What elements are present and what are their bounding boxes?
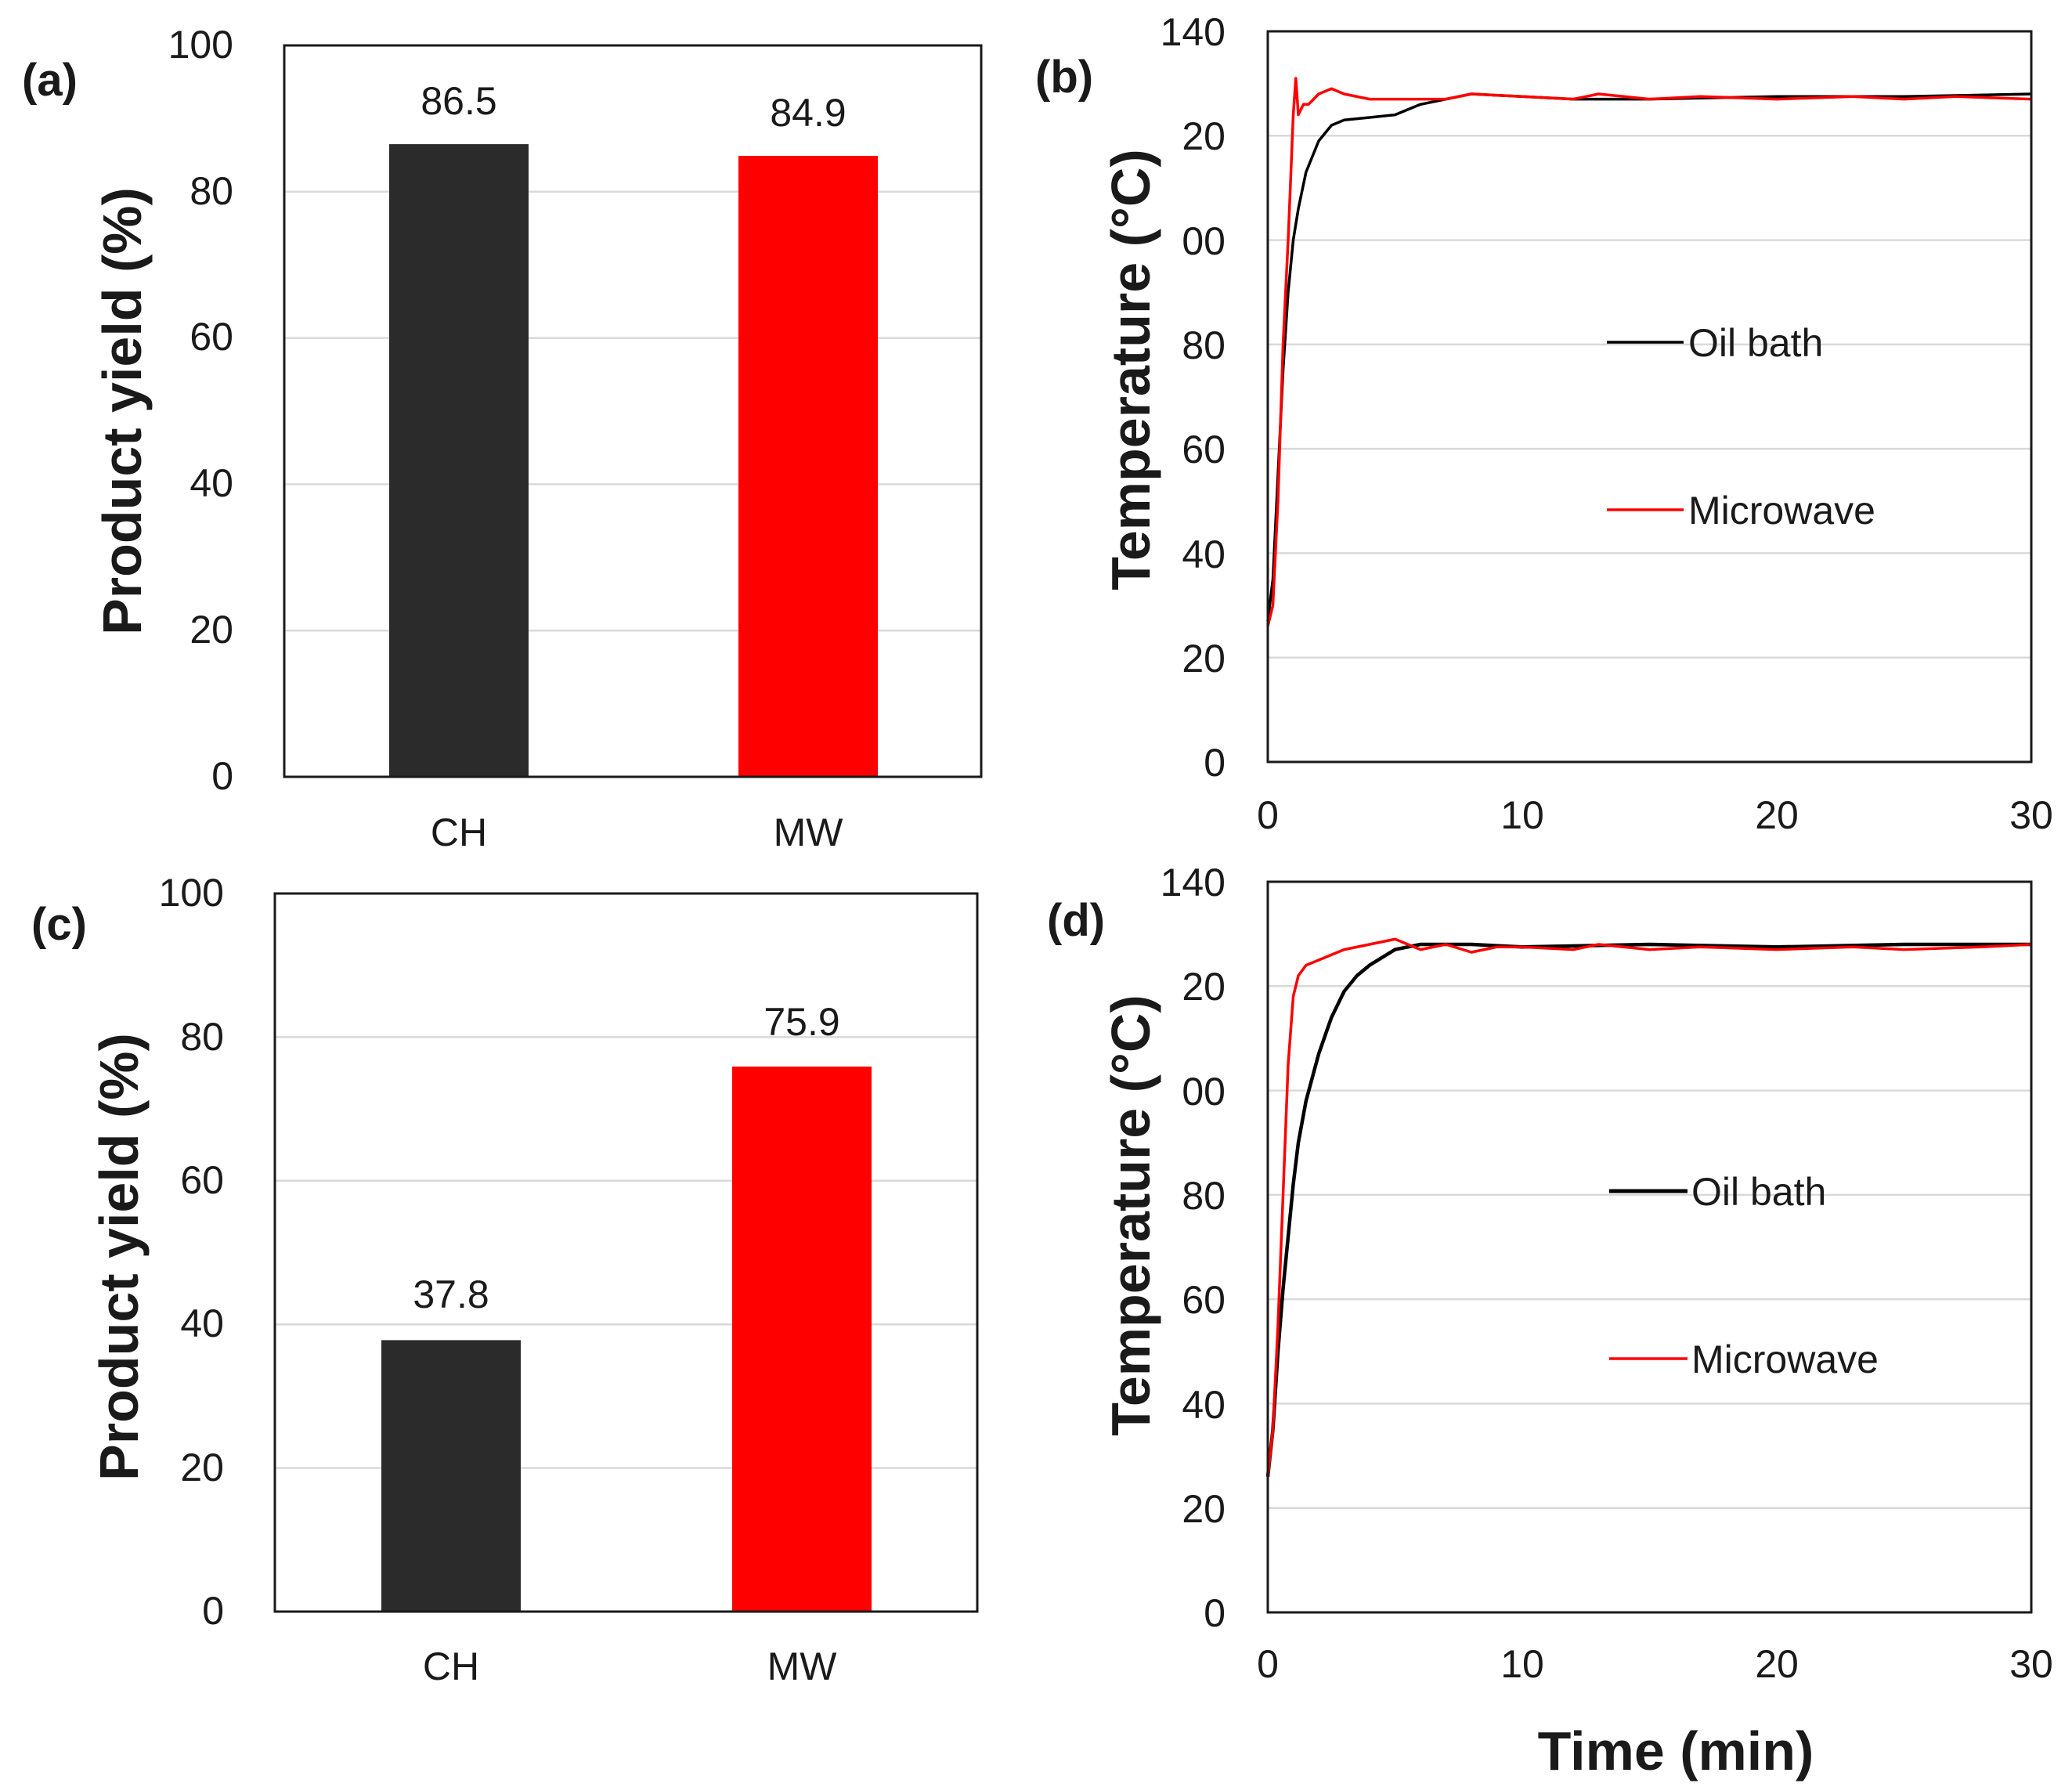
panel-c-xtick-mw: MW bbox=[767, 1644, 838, 1688]
panel-b-legend-oil-bath: Oil bath bbox=[1688, 321, 1823, 365]
panel-c-xtick-ch: CH bbox=[423, 1644, 479, 1688]
panel-c-bar-mw bbox=[732, 1066, 872, 1612]
panel-d-legend-microwave: Microwave bbox=[1691, 1338, 1879, 1381]
panel-d-ytick: 20 bbox=[1182, 1487, 1226, 1531]
panel-c-ytick: 20 bbox=[180, 1446, 224, 1489]
panel-b-ytick: 0 bbox=[1204, 741, 1226, 785]
panel-c-ytick: 100 bbox=[159, 871, 224, 915]
panel-d-plot-frame bbox=[1266, 880, 2033, 1614]
panel-c-bar-ch bbox=[381, 1340, 521, 1612]
panel-d-ytick: 40 bbox=[1182, 1383, 1226, 1427]
panel-b-ytick: 20 bbox=[1182, 637, 1226, 681]
panel-a-xtick-ch: CH bbox=[431, 810, 487, 854]
panel-c-ytick: 0 bbox=[202, 1589, 224, 1633]
panel-c-data-labels: 37.8 75.9 bbox=[413, 1000, 839, 1316]
panel-d-label: (d) bbox=[1047, 895, 1105, 946]
panel-b-legend-microwave: Microwave bbox=[1688, 489, 1875, 532]
panel-a-y-ticks: 0 20 40 60 80 100 bbox=[168, 23, 233, 798]
panel-c-ytick: 40 bbox=[180, 1301, 224, 1345]
panel-b-xtick: 10 bbox=[1500, 793, 1544, 837]
panel-c-plot-frame bbox=[273, 892, 979, 1613]
panel-a-y-axis-title: Product yield (%) bbox=[92, 187, 153, 635]
panel-d-y-axis-title: Temperature (°C) bbox=[1100, 995, 1161, 1435]
panel-b-series-oil-bath bbox=[1266, 92, 2032, 622]
panel-c-bars bbox=[381, 1066, 872, 1612]
panel-b-ytick: 20 bbox=[1182, 114, 1226, 158]
panel-d-xtick: 10 bbox=[1500, 1642, 1544, 1686]
panel-b-series-lines bbox=[1266, 77, 2032, 627]
panel-d-x-axis-title: Time (min) bbox=[1538, 1720, 1814, 1782]
panel-d-y-ticks: 0 20 40 60 80 00 20 140 bbox=[1161, 861, 1226, 1635]
panel-b-ytick: 140 bbox=[1161, 10, 1226, 54]
panel-a-ytick: 20 bbox=[190, 608, 233, 652]
panel-b-legend: Oil bath Microwave bbox=[1607, 321, 1875, 532]
panel-c-ytick: 80 bbox=[180, 1015, 224, 1059]
panel-b-line-chart: (b) 0 20 40 60 80 00 20 140 0 10 20 30 T… bbox=[1035, 10, 2053, 837]
panel-a-ytick: 100 bbox=[168, 23, 233, 67]
panel-b-ytick: 80 bbox=[1182, 323, 1226, 367]
panel-a-bars bbox=[389, 144, 878, 778]
panel-b-x-ticks: 0 10 20 30 bbox=[1257, 793, 2053, 837]
panel-a-plot-frame bbox=[283, 44, 983, 778]
panel-d-legend: Oil bath Microwave bbox=[1609, 1170, 1879, 1381]
panel-b-plot-frame bbox=[1266, 30, 2033, 764]
panel-a-ytick: 40 bbox=[190, 461, 233, 505]
panel-b-gridlines bbox=[1268, 135, 2031, 659]
panel-d-ytick: 80 bbox=[1182, 1174, 1226, 1218]
panel-a-ytick: 60 bbox=[190, 315, 233, 359]
panel-c-y-axis-title: Product yield (%) bbox=[88, 1033, 150, 1481]
panel-d-xtick: 20 bbox=[1755, 1642, 1799, 1686]
panel-c-gridlines bbox=[275, 1036, 977, 1469]
panel-c-label: (c) bbox=[31, 899, 87, 950]
panel-b-y-axis-title: Temperature (°C) bbox=[1100, 149, 1161, 590]
panel-a-bar-chart: (a) 0 20 40 60 80 100 CH MW 86.5 84.9 Pr… bbox=[22, 23, 983, 854]
panel-b-xtick: 30 bbox=[2009, 793, 2053, 837]
panel-d-gridlines bbox=[1268, 985, 2031, 1509]
panel-b-ytick: 00 bbox=[1182, 219, 1226, 263]
panel-c-data-label-ch: 37.8 bbox=[413, 1273, 489, 1316]
panel-b-xtick: 20 bbox=[1755, 793, 1799, 837]
panel-d-series-microwave bbox=[1266, 937, 2032, 1477]
panel-a-data-label-mw: 84.9 bbox=[770, 91, 846, 135]
panel-d-xtick: 30 bbox=[2009, 1642, 2053, 1686]
panel-d-line-chart: (d) 0 20 40 60 80 00 20 140 0 10 20 30 T… bbox=[1047, 861, 2053, 1782]
panel-d-ytick: 0 bbox=[1204, 1591, 1226, 1635]
panel-b-ytick: 60 bbox=[1182, 428, 1226, 471]
panel-b-label: (b) bbox=[1035, 52, 1093, 103]
panel-d-x-ticks: 0 10 20 30 bbox=[1257, 1642, 2053, 1686]
panel-a-x-ticks: CH MW bbox=[431, 810, 843, 854]
panel-d-series-oil-bath bbox=[1265, 942, 2031, 1477]
panel-a-label: (a) bbox=[22, 55, 78, 106]
panel-a-bar-mw bbox=[738, 156, 878, 777]
panel-a-data-labels: 86.5 84.9 bbox=[421, 79, 846, 135]
panel-d-ytick: 20 bbox=[1182, 965, 1226, 1009]
panel-b-series-microwave bbox=[1266, 77, 2032, 627]
panel-d-ytick: 60 bbox=[1182, 1278, 1226, 1322]
panel-a-xtick-mw: MW bbox=[774, 810, 844, 854]
panel-a-data-label-ch: 86.5 bbox=[421, 79, 496, 123]
panel-a-ytick: 0 bbox=[211, 754, 233, 798]
panel-b-ytick: 40 bbox=[1182, 532, 1226, 576]
panel-a-ytick: 80 bbox=[190, 169, 233, 213]
panel-c-ytick: 60 bbox=[180, 1158, 224, 1202]
panel-a-bar-ch bbox=[389, 144, 529, 778]
panel-d-legend-oil-bath: Oil bath bbox=[1691, 1170, 1826, 1214]
panel-b-y-ticks: 0 20 40 60 80 00 20 140 bbox=[1161, 10, 1226, 785]
panel-b-xtick: 0 bbox=[1257, 793, 1279, 837]
panel-d-ytick: 00 bbox=[1182, 1070, 1226, 1114]
panel-c-y-ticks: 0 20 40 60 80 100 bbox=[159, 871, 224, 1633]
panel-d-ytick: 140 bbox=[1161, 861, 1226, 904]
panel-c-bar-chart: (c) 0 20 40 60 80 100 CH MW 37.8 75.9 Pr… bbox=[31, 871, 979, 1688]
panel-d-xtick: 0 bbox=[1257, 1642, 1279, 1686]
panel-c-x-ticks: CH MW bbox=[423, 1644, 837, 1688]
panel-d-series-lines bbox=[1265, 937, 2032, 1477]
panel-c-data-label-mw: 75.9 bbox=[763, 1000, 839, 1044]
